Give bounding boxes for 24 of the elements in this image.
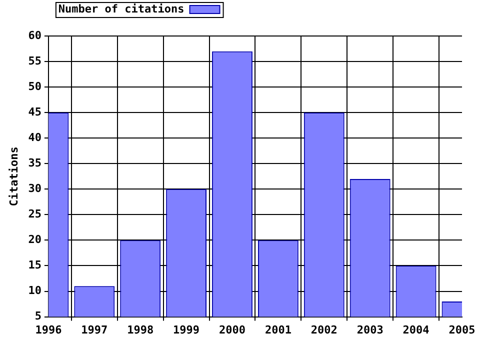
x-tick-label: 2005: [448, 323, 476, 336]
y-tick-label: 30: [28, 182, 42, 196]
y-tick-label: 50: [28, 80, 42, 93]
y-axis-title: Citations: [7, 146, 20, 206]
x-tick-label: 2002: [310, 323, 338, 336]
y-tick-label: 10: [28, 284, 42, 298]
y-tick-label: 15: [28, 258, 42, 272]
y-tick-label: 35: [28, 156, 42, 170]
x-tick-label: 1998: [127, 323, 154, 336]
y-tick-label: 55: [28, 54, 42, 68]
x-tick-label: 2004: [402, 323, 430, 336]
x-tick-label: 2001: [264, 323, 292, 336]
y-tick-label: 5: [34, 310, 42, 323]
y-tick-label: 60: [28, 28, 42, 42]
legend-label: Number of citations: [58, 2, 184, 16]
x-tick-label: 1996: [35, 323, 62, 336]
x-tick-label: 2003: [356, 323, 384, 336]
x-tick-label: 1999: [173, 323, 200, 336]
y-tick-label: 25: [28, 208, 42, 221]
y-tick-label: 45: [28, 105, 42, 118]
y-tick-label: 20: [28, 233, 42, 246]
x-tick-label: 1997: [81, 323, 108, 336]
y-tick-label: 40: [28, 130, 42, 144]
x-tick-label: 2000: [218, 323, 246, 336]
